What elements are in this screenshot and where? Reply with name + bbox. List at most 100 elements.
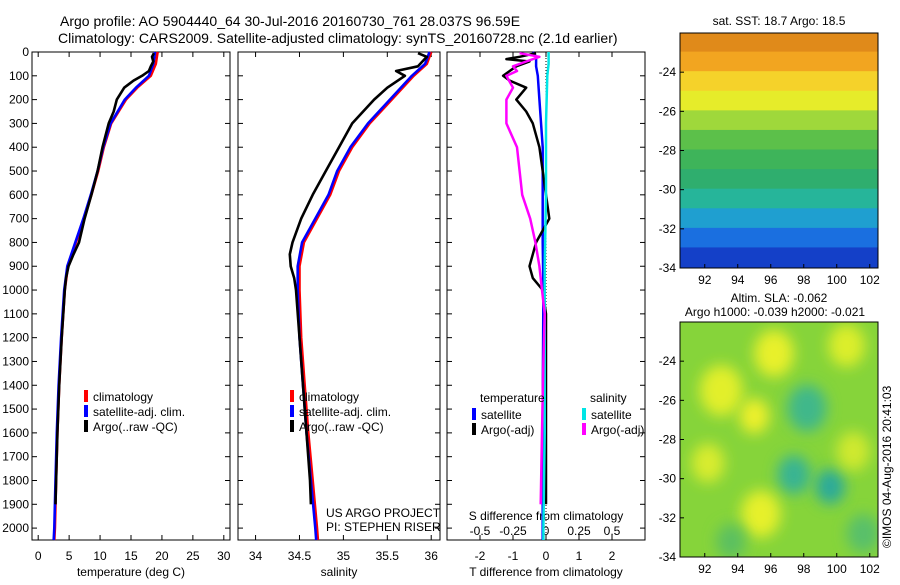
figure-title-line2: Climatology: CARS2009. Satellite-adjuste… — [58, 30, 618, 46]
sst_map-ytick-label: -32 — [659, 222, 677, 236]
sst-band — [680, 33, 878, 54]
temperature-legend-label: climatology — [93, 390, 153, 404]
depth-tick-label: 1800 — [2, 473, 29, 487]
sla_map-ytick-label: -24 — [659, 354, 677, 368]
sst_map-ytick-label: -28 — [659, 144, 677, 158]
sst_map-ytick-label: -26 — [659, 104, 677, 118]
salinity-diff-axis-label: S difference from climatology — [469, 509, 624, 523]
salinity-legend-label: satellite-adj. clim. — [299, 405, 391, 419]
sst_map-xtick-label: 96 — [764, 273, 778, 287]
sla-blob — [828, 323, 865, 368]
sst-band — [680, 51, 878, 74]
salinity-series-climatology — [298, 51, 433, 541]
depth-tick-label: 300 — [9, 116, 29, 130]
sst_map-title: sat. SST: 18.7 Argo: 18.5 — [713, 14, 846, 28]
sla_map-ytick-label: -34 — [659, 550, 677, 564]
sla_map-xtick-label: 96 — [764, 562, 778, 576]
sst-band — [680, 247, 878, 268]
temperature-xtick-label: 15 — [124, 549, 138, 563]
sst_map-ytick-label: -24 — [659, 65, 677, 79]
salinity-xlabel: salinity — [321, 565, 358, 579]
temperature-legend-swatch — [84, 405, 88, 417]
sst-band — [680, 169, 878, 191]
difference-xtick-label: -2 — [475, 549, 486, 563]
depth-tick-label: 0 — [22, 45, 29, 59]
depth-tick-label: 500 — [9, 164, 29, 178]
sst-band — [680, 227, 878, 250]
temperature-xtick-label: 25 — [186, 549, 200, 563]
salinity-legend-label: Argo(..raw -QC) — [299, 420, 384, 434]
salinity-diff-tick-label: 0.5 — [604, 524, 621, 538]
temperature-xtick-label: 0 — [35, 549, 42, 563]
sla-blob — [754, 329, 794, 377]
sla-blob — [846, 513, 878, 554]
temperature-xlabel: temperature (deg C) — [77, 565, 185, 579]
temperature-legend-label: Argo(..raw -QC) — [93, 420, 178, 434]
depth-tick-label: 1400 — [2, 378, 29, 392]
depth-tick-label: 400 — [9, 140, 29, 154]
salinity-legend-swatch — [290, 390, 294, 402]
temperature-xtick-label: 5 — [66, 549, 73, 563]
diff-legend-swatch — [472, 423, 476, 435]
sla_map-xtick-label: 100 — [827, 562, 847, 576]
salinity-xtick-label: 35.5 — [376, 549, 400, 563]
difference-xtick-label: 2 — [609, 549, 616, 563]
sst-band — [680, 129, 878, 152]
temperature-xtick-label: 10 — [93, 549, 107, 563]
salinity-legend-label: climatology — [299, 390, 359, 404]
depth-tick-label: 600 — [9, 188, 29, 202]
temperature-legend-swatch — [84, 420, 88, 432]
depth-tick-label: 1600 — [2, 426, 29, 440]
temperature-series-argo-raw-qc- — [54, 52, 156, 505]
sst_map-xtick-label: 94 — [731, 273, 745, 287]
temperature-xtick-label: 20 — [155, 549, 169, 563]
depth-tick-label: 1200 — [2, 331, 29, 345]
difference-xtick-label: 1 — [576, 549, 583, 563]
difference-xlabel: T difference from climatology — [469, 565, 623, 579]
sla-blob — [741, 490, 781, 538]
depth-tick-label: 1300 — [2, 354, 29, 368]
salinity-xtick-label: 35 — [337, 549, 351, 563]
sla_map-xtick-label: 98 — [797, 562, 811, 576]
depth-tick-label: 800 — [9, 235, 29, 249]
salinity-xtick-label: 34.5 — [288, 549, 312, 563]
sla-blob — [815, 468, 846, 505]
sla-blob — [836, 431, 870, 471]
depth-tick-label: 1900 — [2, 497, 29, 511]
sla_map-panel: 92 94 96 98 100 102 -24 -26 -28 -30 -32 -34 Altim. S… — [659, 291, 880, 576]
temperature-xtick-label: 30 — [217, 549, 231, 563]
sla_map-ytick-label: -28 — [659, 433, 677, 447]
diff-legend-title: salinity — [590, 391, 627, 405]
depth-tick-label: 200 — [9, 93, 29, 107]
depth-tick-label: 1000 — [2, 283, 29, 297]
difference-panel: -2 -1 0 1 2 T difference from climatology -0.5… — [446, 51, 646, 579]
sla_map-title: Altim. SLA: -0.062 — [731, 291, 828, 305]
sla-blob — [777, 455, 811, 495]
difference-xtick-label: -1 — [508, 549, 519, 563]
sla_map-xtick-label: 92 — [698, 562, 712, 576]
diff-legend-label: Argo(-adj) — [591, 423, 644, 437]
sst_map-ytick-label: -34 — [659, 261, 677, 275]
sst_map-xtick-label: 98 — [797, 273, 811, 287]
difference-series-salinity-argo-adj- — [505, 51, 546, 505]
salinity-frame — [237, 51, 441, 541]
salinity-diff-tick-label: -0.5 — [470, 524, 491, 538]
sst_map-panel: 92 94 96 98 100 102 -24 -26 -28 -30 -32 -34 sat. SST… — [659, 14, 880, 287]
salinity-legend-swatch — [290, 420, 294, 432]
depth-tick-label: 100 — [9, 69, 29, 83]
sst_map-xtick-label: 92 — [698, 273, 712, 287]
sla-blob — [787, 384, 827, 432]
sla_map-ytick-label: -32 — [659, 511, 677, 525]
salinity-xtick-label: 36 — [425, 549, 439, 563]
credits-line2: PI: STEPHEN RISER — [326, 520, 441, 534]
figure-title-line1: Argo profile: AO 5904440_64 30-Jul-2016 … — [60, 13, 520, 29]
sla_map-xtick-label: 102 — [860, 562, 880, 576]
salinity-diff-tick-label: -0.25 — [499, 524, 527, 538]
sla-blob — [699, 365, 743, 416]
sst-band — [680, 110, 878, 132]
salinity-panel: 34 34.5 35 35.5 36 salinity climatologysatelli… — [237, 51, 441, 579]
sst-band — [680, 208, 878, 230]
difference-series-salinity-satellite — [542, 52, 550, 540]
